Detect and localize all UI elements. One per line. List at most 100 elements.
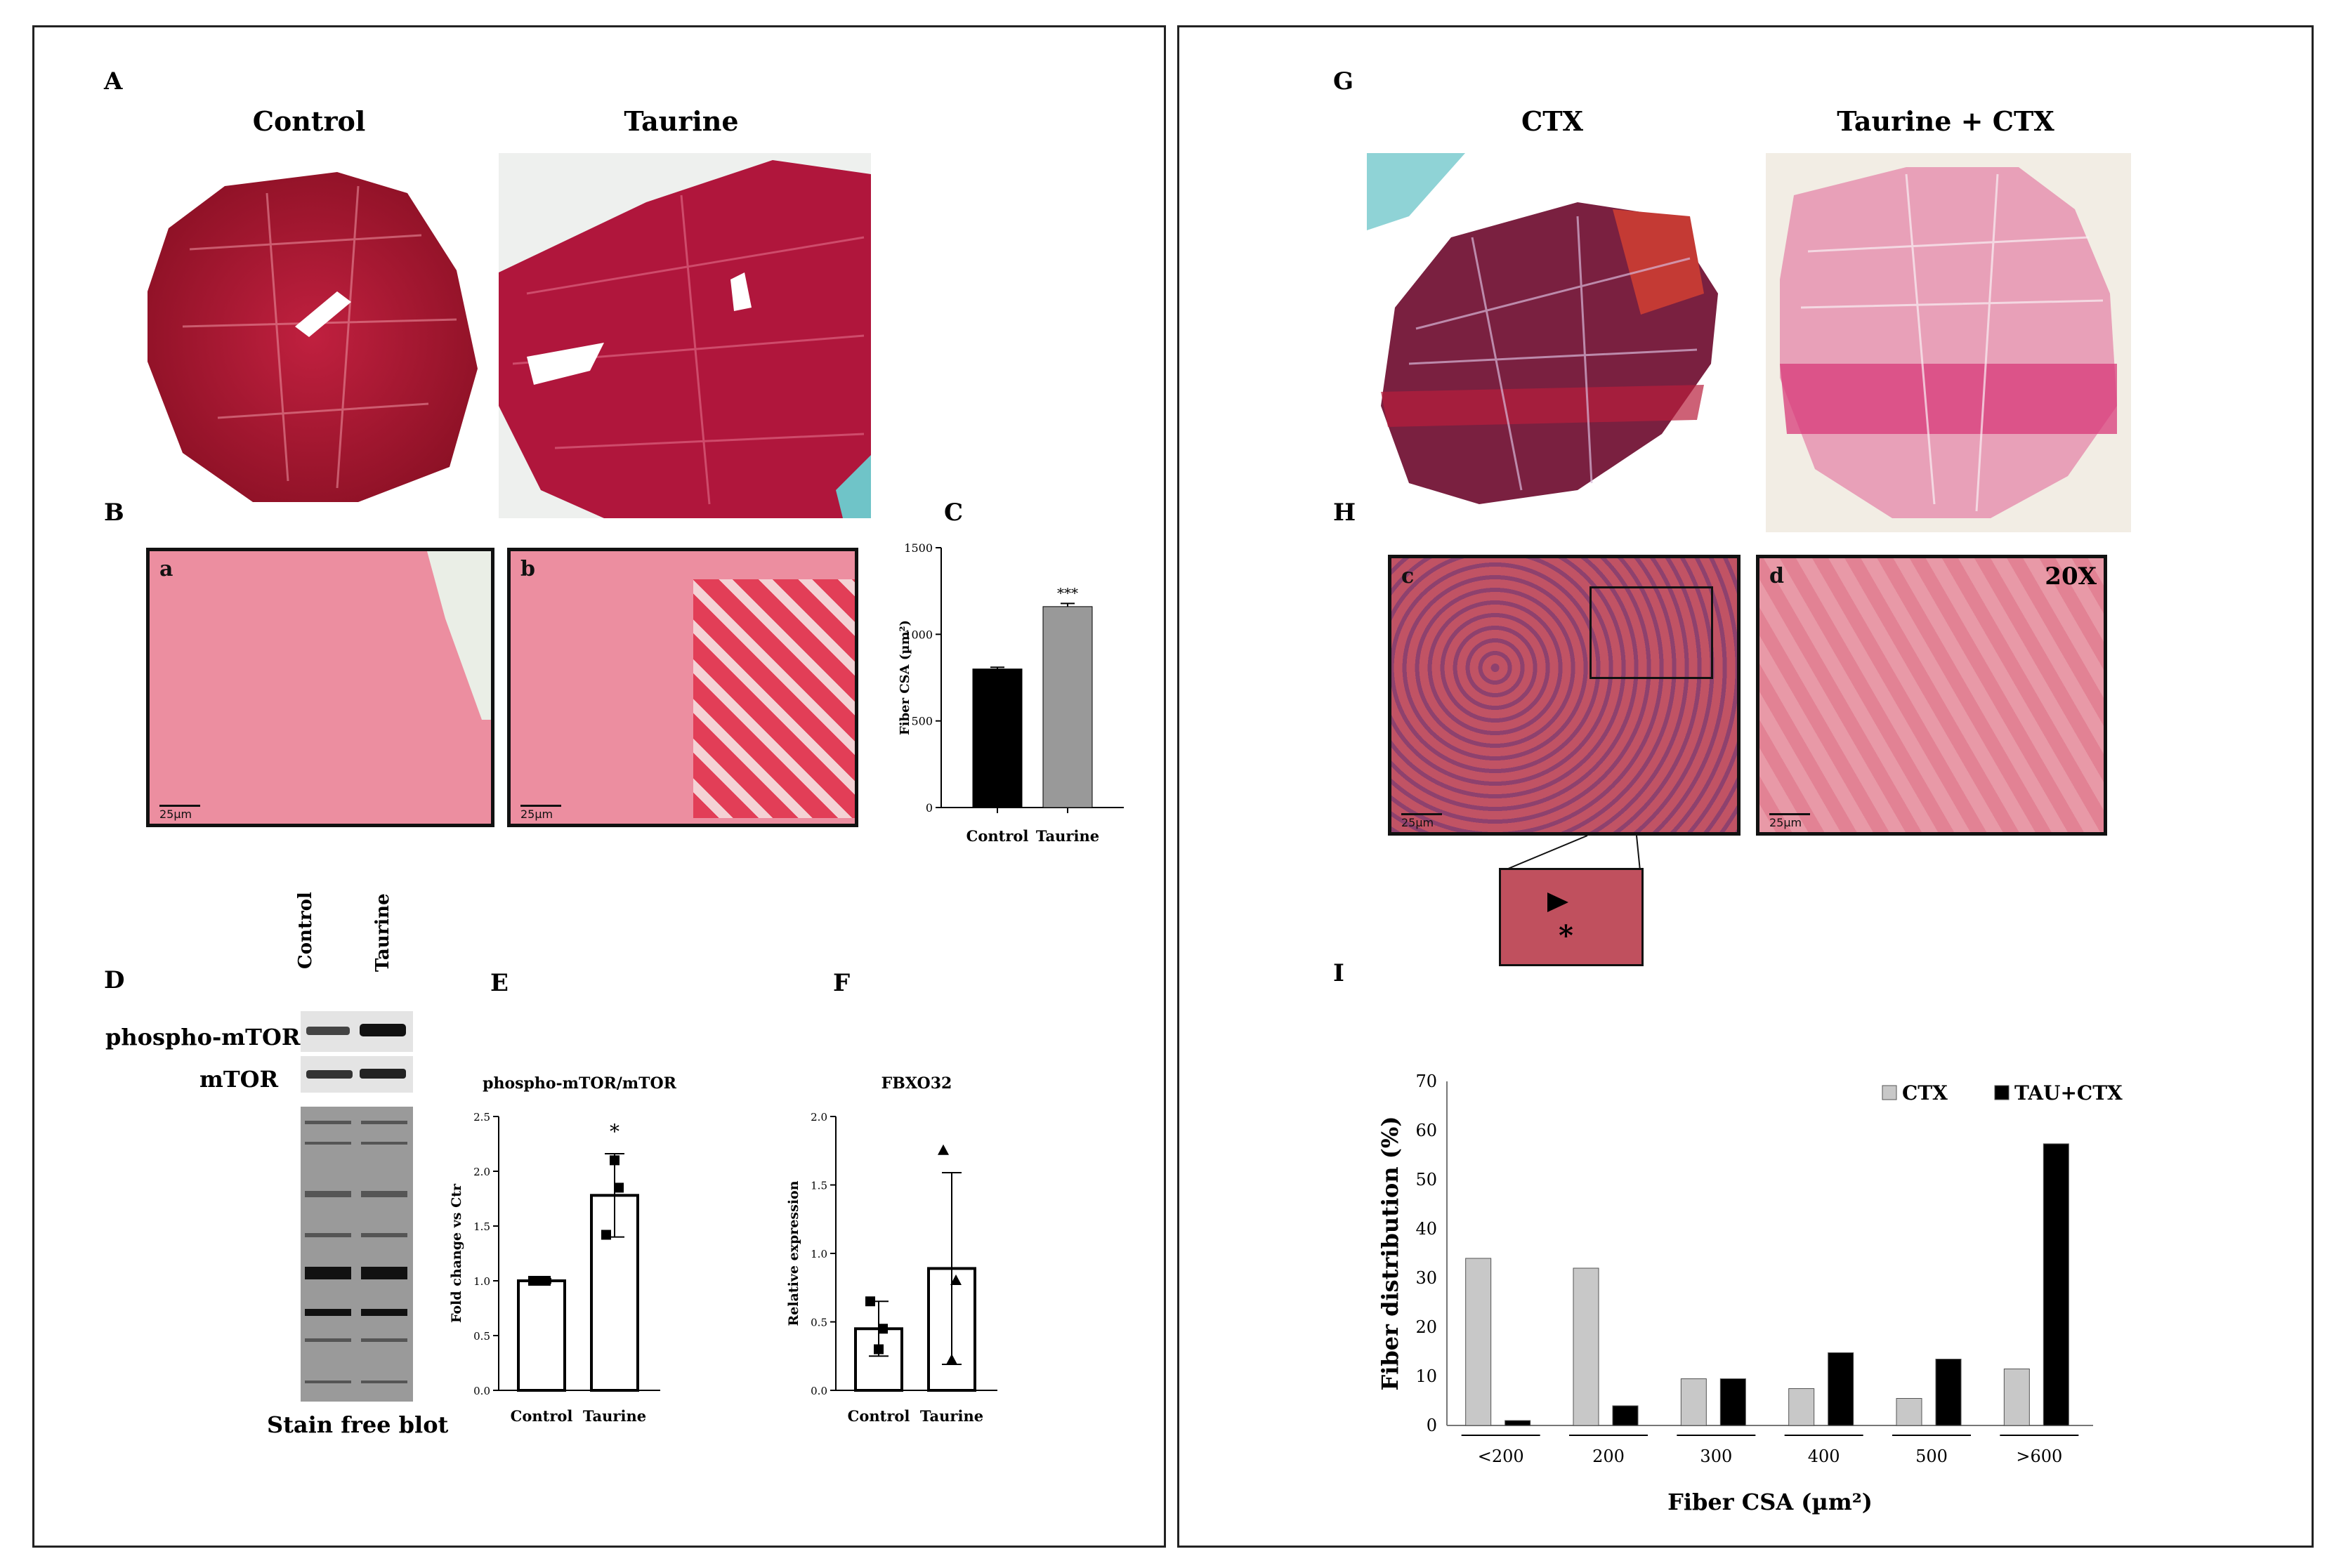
y-tick-label: 1500 (904, 541, 933, 555)
tissue-section-taurine-ctx (1766, 153, 2131, 532)
data-point (865, 1296, 875, 1307)
panel-label-g: G (1333, 67, 1354, 95)
zoom-inset: * (1499, 868, 1644, 966)
y-tick-label: 50 (1415, 1170, 1437, 1190)
data-point (537, 1276, 546, 1286)
y-tick-label: 1.0 (811, 1248, 827, 1260)
data-point (601, 1230, 611, 1240)
magnification-label: 20X (2045, 562, 2097, 591)
title-taurine-ctx: Taurine + CTX (1837, 105, 2054, 137)
bar-tau-ctx-1 (1612, 1405, 1639, 1426)
stain-free-blot (301, 1107, 413, 1402)
data-point (874, 1344, 884, 1355)
western-blot-phospho-mtor (301, 1011, 413, 1052)
y-tick-label: 1.5 (811, 1180, 827, 1192)
legend-swatch-0 (1882, 1085, 1897, 1100)
data-point (950, 1274, 962, 1285)
y-tick-label: 30 (1415, 1268, 1437, 1288)
title-taurine: Taurine (624, 105, 739, 137)
bar-tau-ctx-0 (1505, 1420, 1531, 1426)
y-tick-label: 500 (911, 715, 933, 728)
blot-row-label-phospho-mtor: phospho-mTOR (105, 1024, 301, 1050)
chart-e-phospho-mtor-ratio: phospho-mTOR/mTOR 0.0 0.5 1.0 1.5 2.0 2.5 Contr… (449, 1074, 677, 1425)
title-ctx: CTX (1521, 105, 1583, 137)
y-tick-label: 2.0 (811, 1111, 827, 1124)
micrograph-b-label: b (520, 557, 535, 581)
bar-control (972, 668, 1023, 808)
tissue-section-control (148, 172, 478, 502)
bar-ctx-3 (1788, 1388, 1815, 1426)
y-tick-label: 1.0 (473, 1275, 490, 1288)
bar-tau-ctx-5 (2043, 1143, 2069, 1426)
y-tick-label: 0 (1427, 1416, 1437, 1435)
panel-label-e: E (490, 969, 509, 997)
x-tick-label: 400 (1808, 1447, 1840, 1466)
legend-swatch-1 (1994, 1085, 2010, 1100)
x-tick-label: Control (511, 1407, 573, 1425)
panel-label-d: D (104, 966, 125, 994)
micrograph-c-infiltrate (1391, 558, 1737, 832)
scale-bar (159, 805, 200, 807)
panel-label-a: A (104, 67, 123, 95)
scale-bar-label: 25µm (1769, 816, 1802, 829)
title-control: Control (252, 105, 366, 137)
y-axis-label: Fold change vs Ctr (449, 1183, 464, 1323)
asterisk-marker: * (1559, 919, 1573, 952)
y-tick-label: 2.0 (473, 1166, 490, 1178)
right-figure-frame (1177, 25, 2314, 1548)
panel-label-f: F (833, 969, 851, 997)
data-point (528, 1276, 538, 1286)
x-axis-label: Fiber CSA (µm²) (1667, 1489, 1873, 1515)
y-tick-label: 70 (1415, 1072, 1437, 1091)
chart-i-fiber-distribution: 0 10 20 30 40 50 60 70 <200 200 300 400 500 >600 Fiber… (1377, 1072, 2123, 1515)
x-tick-label: Taurine (920, 1407, 983, 1425)
bar-taurine (1042, 606, 1093, 808)
y-tick-label: 0 (926, 801, 933, 815)
y-tick-label: 2.5 (473, 1111, 490, 1124)
data-point (878, 1324, 888, 1334)
x-tick-label: >600 (2016, 1447, 2062, 1466)
micrograph-a-label: a (159, 557, 173, 581)
y-tick-label: 0.5 (811, 1317, 827, 1329)
bar-ctx-5 (2003, 1369, 2030, 1426)
x-tick-label: Control (966, 827, 1029, 845)
chart-title: phospho-mTOR/mTOR (483, 1074, 677, 1093)
scale-bar-label: 25µm (159, 808, 192, 821)
chart-c-fiber-csa: 0 500 1000 1500 Control Taurine *** Fiber CSA (… (898, 541, 1124, 845)
bar-control (517, 1279, 566, 1392)
y-tick-label: 1.5 (473, 1220, 490, 1233)
bar-ctx-1 (1573, 1267, 1599, 1426)
lane-label-taurine: Taurine (372, 893, 393, 972)
micrograph-b: b 25µm (507, 548, 858, 827)
micrograph-b-damage (693, 579, 855, 818)
chart-f-fbxo32: FBXO32 0.0 0.5 1.0 1.5 2.0 Control Taurine Relat… (786, 1074, 997, 1425)
data-point (946, 1354, 957, 1365)
scale-bar (520, 805, 561, 807)
scale-bar (1401, 813, 1442, 815)
significance-marker: *** (1057, 584, 1078, 601)
y-tick-label: 60 (1415, 1121, 1437, 1140)
bar-tau-ctx-3 (1828, 1352, 1854, 1426)
bar-tau-ctx-2 (1719, 1378, 1746, 1426)
y-axis-label: Relative expression (786, 1180, 801, 1326)
scale-bar (1769, 813, 1810, 815)
y-tick-label: 0.5 (473, 1330, 490, 1343)
x-tick-label: 200 (1592, 1447, 1625, 1466)
y-tick-label: 10 (1415, 1366, 1437, 1386)
bar-ctx-2 (1680, 1378, 1707, 1426)
bar-ctx-4 (1896, 1398, 1922, 1426)
micrograph-a-background (427, 551, 491, 720)
bar-tau-ctx-4 (1935, 1359, 1962, 1426)
y-tick-label: 0.0 (811, 1385, 827, 1397)
zoom-region-box (1589, 586, 1713, 679)
panel-label-c: C (944, 499, 964, 527)
western-blot-mtor (301, 1056, 413, 1093)
micrograph-d: d 20X 25µm (1756, 555, 2107, 836)
y-tick-label: 20 (1415, 1317, 1437, 1337)
scale-bar-label: 25µm (520, 808, 553, 821)
scale-bar-label: 25µm (1401, 816, 1434, 829)
micrograph-a: a 25µm (146, 548, 494, 827)
panel-label-b: B (104, 499, 124, 527)
x-tick-label: 500 (1915, 1447, 1948, 1466)
y-tick-label: 0.0 (473, 1385, 490, 1397)
